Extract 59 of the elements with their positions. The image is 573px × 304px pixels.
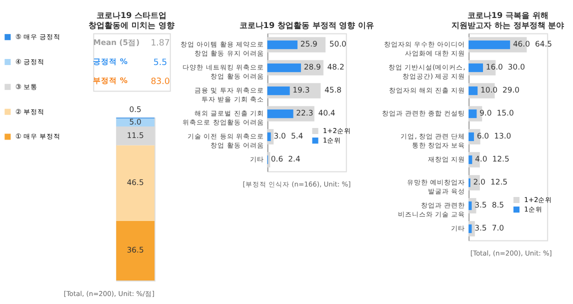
data-label: 45.8 bbox=[324, 86, 342, 95]
bar bbox=[468, 109, 477, 118]
text: 83.0 bbox=[150, 77, 170, 88]
data-label: 19.3 bbox=[292, 86, 310, 95]
data-label: 64.5 bbox=[534, 40, 552, 49]
data-label: 11.5 bbox=[126, 130, 144, 140]
data-label: 5.4 bbox=[290, 132, 304, 141]
bar bbox=[267, 63, 301, 72]
data-label: 40.4 bbox=[318, 108, 336, 118]
bar bbox=[468, 201, 472, 210]
chart-title: 코로나19 창업활동 부정적 영향 이유 bbox=[239, 20, 374, 30]
data-label: 10.0 bbox=[480, 86, 498, 95]
data-label: 46.5 bbox=[126, 178, 144, 188]
data-label: 13.0 bbox=[494, 132, 512, 141]
data-label: 12.5 bbox=[490, 178, 508, 187]
data-label: 3.5 bbox=[474, 224, 487, 233]
bar bbox=[468, 224, 472, 234]
data-label: 25.9 bbox=[300, 40, 318, 49]
text: 긍정적 % bbox=[93, 56, 128, 66]
bar bbox=[468, 155, 472, 164]
data-label: 3.0 bbox=[274, 132, 286, 141]
data-label: 5.0 bbox=[129, 117, 142, 126]
data-label: 0.5 bbox=[129, 104, 142, 114]
data-label: 7.0 bbox=[492, 224, 504, 233]
text: Mean (5점) bbox=[93, 38, 140, 47]
data-label: 4.0 bbox=[475, 154, 488, 164]
bar bbox=[267, 86, 290, 96]
bar bbox=[267, 132, 271, 142]
data-label: 30.0 bbox=[508, 62, 526, 72]
bar bbox=[267, 109, 294, 118]
data-label: 36.5 bbox=[126, 246, 144, 255]
data-label: 6.0 bbox=[476, 132, 490, 141]
text: 부정적 % bbox=[93, 76, 128, 86]
data-label: 2.0 bbox=[473, 178, 486, 187]
text: 5.5 bbox=[153, 58, 168, 68]
bar bbox=[468, 86, 478, 96]
bar bbox=[267, 40, 298, 50]
data-label: 28.9 bbox=[304, 62, 322, 72]
bar bbox=[468, 63, 483, 72]
chart-title: 코로나19 스타트업 창업활동에 미치는 영향 bbox=[88, 10, 174, 30]
chart-title: 코로나19 극복을 위해 지원받고자 하는 정부정책 분야 bbox=[450, 10, 564, 30]
bar bbox=[468, 40, 510, 50]
bar bbox=[468, 132, 474, 142]
data-label: 9.0 bbox=[480, 108, 492, 118]
data-label: 2.4 bbox=[288, 154, 300, 164]
data-label: 50.0 bbox=[329, 40, 347, 49]
bar bbox=[116, 221, 155, 280]
data-label: 46.0 bbox=[512, 40, 530, 49]
data-label: 0.6 bbox=[270, 154, 284, 164]
data-label: 48.2 bbox=[327, 62, 344, 72]
data-label: 3.5 bbox=[474, 200, 487, 210]
data-label: 16.0 bbox=[486, 62, 504, 72]
bar bbox=[116, 145, 155, 222]
text: 1.87 bbox=[150, 38, 170, 49]
data-label: 22.3 bbox=[296, 108, 314, 118]
data-label: 12.5 bbox=[492, 154, 510, 164]
data-label: 8.5 bbox=[492, 200, 504, 210]
data-label: 29.0 bbox=[502, 86, 520, 95]
data-label: 15.0 bbox=[496, 108, 514, 118]
